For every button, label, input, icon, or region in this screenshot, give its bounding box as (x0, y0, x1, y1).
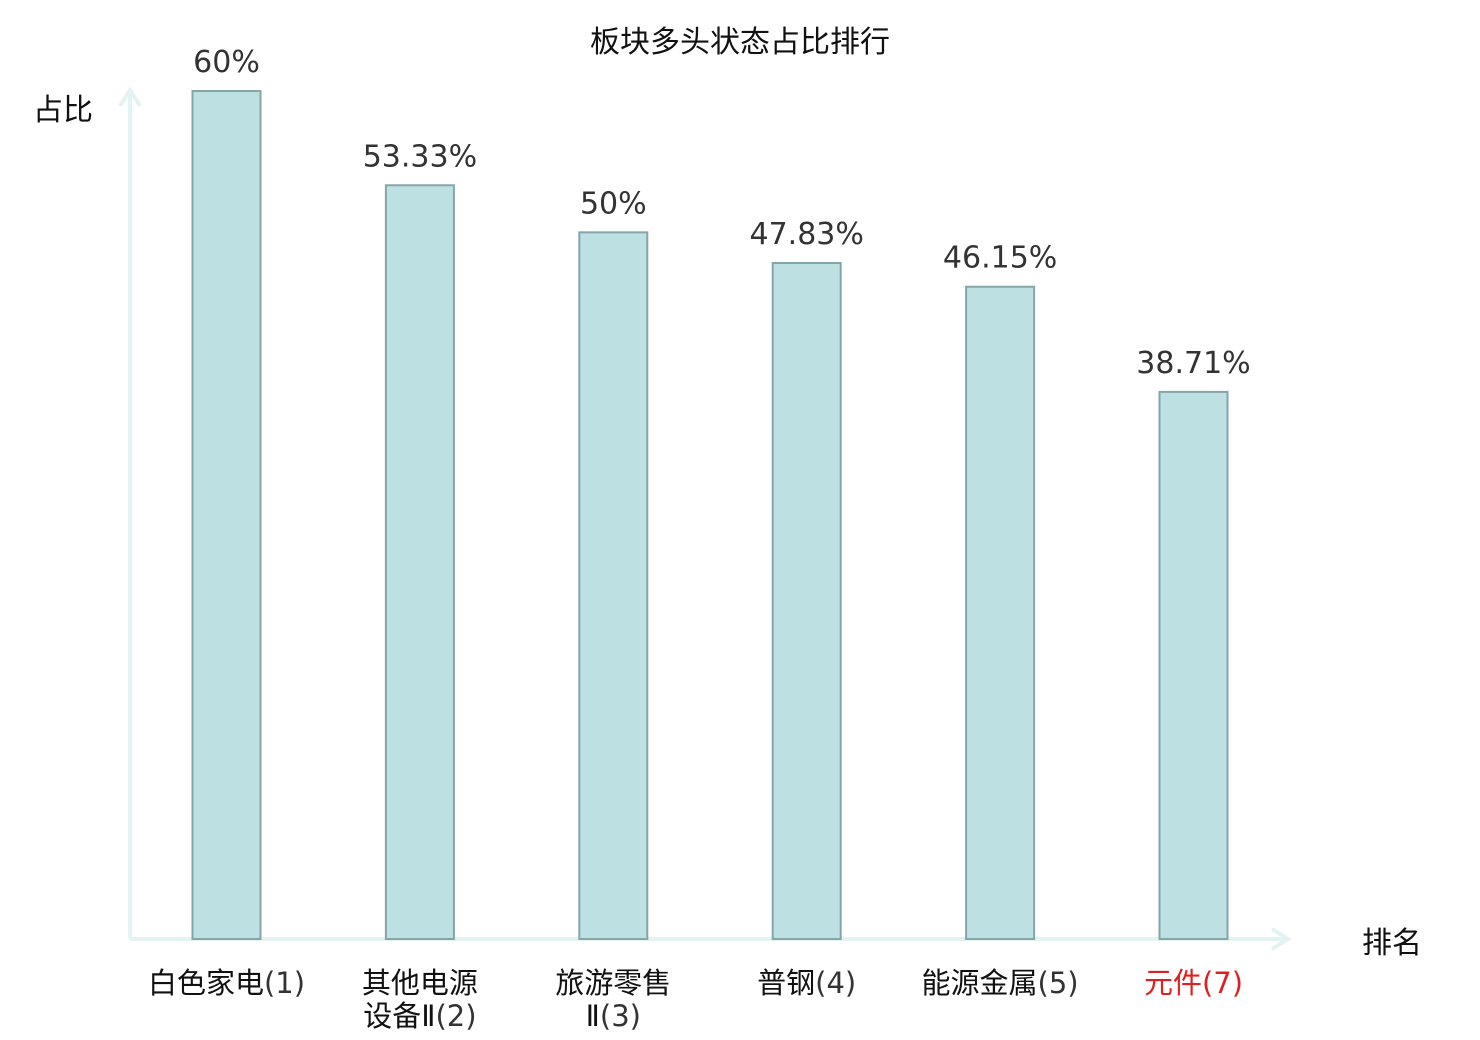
bar-value-label: 38.71% (1136, 346, 1250, 381)
category-rank: (1) (264, 966, 305, 1000)
category-label-line: 旅游零售 (555, 966, 671, 1000)
bar (1158, 390, 1229, 940)
x-axis-arrow (1270, 927, 1292, 951)
category-label: 普钢(4) (757, 966, 856, 1000)
category-rank: (5) (1038, 966, 1079, 1000)
category-label-line: 设备Ⅱ(2) (363, 999, 476, 1033)
bar-value-label: 47.83% (750, 217, 864, 252)
category-label: 白色家电(1) (148, 966, 305, 1000)
category-label-line: 普钢(4) (757, 966, 856, 1000)
category-label: 旅游零售 Ⅱ(3) (555, 966, 671, 1033)
bar (578, 231, 649, 941)
chart-title: 板块多头状态占比排行 (590, 25, 890, 60)
bars-group (191, 90, 1229, 941)
category-rank: (3) (600, 999, 641, 1033)
y-axis-arrow (118, 86, 142, 108)
category-label-line: 能源金属(5) (922, 966, 1079, 1000)
category-label-line: Ⅱ(3) (586, 999, 641, 1033)
value-labels-group: 60% 53.33% 50% 47.83% 46.15% 38.71% (193, 45, 1251, 381)
axes (118, 86, 1292, 951)
bar (965, 285, 1036, 941)
y-axis-label: 占比 (33, 93, 93, 128)
category-rank: (2) (435, 999, 476, 1033)
category-rank: (7) (1202, 966, 1243, 1000)
category-rank: (4) (815, 966, 856, 1000)
category-label-line: 其他电源 (362, 966, 478, 1000)
bar (384, 184, 455, 940)
category-label: 能源金属(5) (922, 966, 1079, 1000)
category-label: 元件(7) (1144, 966, 1243, 1000)
bar-value-label: 60% (193, 45, 260, 80)
bar-value-label: 50% (580, 186, 647, 221)
x-axis-label: 排名 (1362, 926, 1422, 961)
bar (771, 262, 842, 940)
category-label-line: 白色家电(1) (148, 966, 305, 1000)
bar (191, 90, 262, 940)
bar-value-label: 46.15% (943, 241, 1057, 276)
category-label-line: 元件(7) (1144, 966, 1243, 1000)
category-label: 其他电源设备Ⅱ(2) (362, 966, 478, 1033)
category-labels-group: 白色家电(1) 其他电源设备Ⅱ(2) 旅游零售 Ⅱ(3) 普钢(4) 能源金属(5) 元件(… (148, 966, 1243, 1033)
bar-value-label: 53.33% (363, 139, 477, 174)
